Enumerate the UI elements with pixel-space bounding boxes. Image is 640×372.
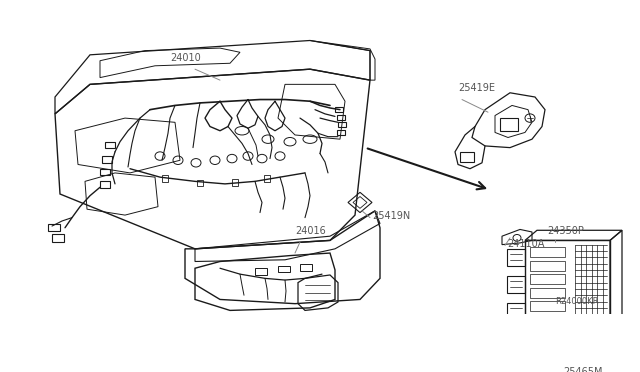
Text: 24016: 24016 (295, 227, 326, 237)
Bar (530, 341, 565, 352)
Bar (105, 142, 115, 148)
Bar (460, 152, 474, 162)
Bar (530, 274, 565, 284)
Text: 24350P: 24350P (547, 226, 584, 235)
Bar (264, 176, 270, 182)
Text: 24110A: 24110A (507, 239, 545, 249)
Bar (162, 176, 168, 182)
Bar (197, 180, 203, 186)
Bar (48, 224, 60, 231)
Bar (300, 264, 312, 271)
Bar (530, 288, 565, 298)
Bar (530, 328, 565, 338)
Bar (100, 182, 110, 188)
Bar (500, 118, 518, 131)
Bar (100, 169, 110, 176)
Bar (530, 261, 565, 271)
Bar (530, 301, 565, 311)
Bar (530, 315, 565, 325)
Bar (337, 130, 345, 135)
Text: 24010: 24010 (170, 53, 201, 63)
Bar (255, 268, 267, 275)
Bar (232, 179, 238, 186)
Text: 25419N: 25419N (372, 211, 410, 221)
Text: 25465M: 25465M (563, 368, 602, 372)
Bar (337, 115, 345, 120)
Bar (338, 122, 346, 127)
Bar (52, 234, 64, 242)
Bar (335, 107, 343, 112)
Bar (102, 156, 112, 163)
Bar (530, 247, 565, 257)
Text: 25419E: 25419E (458, 83, 495, 93)
Bar (278, 266, 290, 272)
Text: R24000KR: R24000KR (555, 296, 598, 306)
